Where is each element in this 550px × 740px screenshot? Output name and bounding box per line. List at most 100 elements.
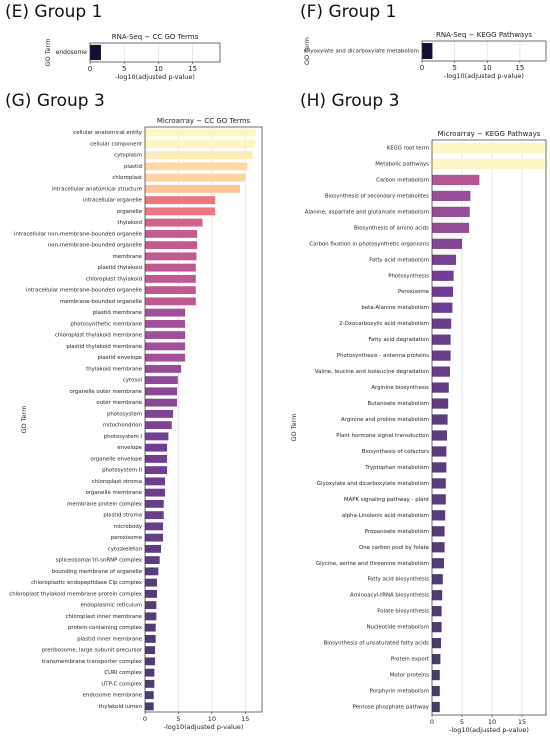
bar-h [432,302,453,313]
category-label-g: cellular anatomical entity [73,130,143,136]
bar-h [432,382,449,393]
x-tick-label-h: 5 [460,718,464,726]
bar-g [145,364,182,373]
bar-g [145,454,168,463]
bar-g [145,511,164,520]
bar-g [145,151,253,160]
bar-g [145,207,216,216]
bar-h [432,669,440,681]
category-label-g: photosystem [107,411,142,417]
x-tick-label-f: 5 [452,64,456,72]
category-label-h: alpha-Linolenic acid metabolism [342,513,429,519]
bar-h [432,222,470,233]
category-label-h: Carbon fixation in photosynthetic organi… [309,241,429,247]
bar-g [145,263,196,272]
category-label-g: cellular component [90,141,142,147]
category-label-h: Tryptophan metabolism [364,465,429,471]
category-label-g: thylakoid membrane [86,366,143,372]
category-label-h: Butanoate metabolism [368,401,429,407]
x-axis-label-f: -log10(adjusted p-value) [444,72,524,80]
bar-g [145,252,197,261]
category-label-g: photosystem I [104,434,143,440]
bar-g [145,623,156,632]
bar-e [90,44,101,61]
chart-title-e: RNA-Seq − CC GO Terms [112,33,199,41]
bar-g [145,477,166,486]
bar-g [145,319,186,328]
category-label-h: 2-Oxocarboxylic acid metabolism [339,321,429,327]
bar-g [145,679,155,688]
category-label-g: organelle [117,209,143,215]
category-label-h: Motor proteins [390,673,429,679]
category-label-h: Glycine, serine and threonine metabolism [316,561,429,567]
category-label-g: intracellular anatomical structure [52,186,143,192]
bar-g [145,286,196,295]
bar-h [432,286,453,297]
panel-label-g: (G) Group 3 [5,91,105,111]
category-label-g: cytoskeleton [108,546,142,552]
category-label-g: chloroplast stroma [92,479,142,485]
category-label-g: mitochondrion [103,423,142,429]
x-tick-label-e: 15 [188,65,197,73]
x-tick-label-g: 5 [176,715,180,723]
category-label-g: envelope [117,445,142,451]
category-label-g: membrane [113,254,143,260]
category-label-g: organelle outer membrane [70,389,143,395]
category-label-g: spliceosomal tri-snRNP complex [56,558,143,564]
y-axis-label-g: GO Term [20,406,28,434]
bar-h [432,158,545,170]
bar-h [432,254,456,265]
category-label-g: transmembrane transporter complex [42,659,143,665]
category-label-h: Biosynthesis of amino acids [354,225,429,231]
x-axis-label-h: -log10(adjusted p-value) [449,726,529,734]
bar-h [432,318,452,329]
bar-h [432,334,451,345]
x-tick-label-h: 15 [518,718,526,726]
category-label-h: beta-Alanine metabolism [361,305,429,311]
bar-h [432,366,450,377]
category-label-g: protein-containing complex [68,625,143,631]
category-label-g: chloroplast inner membrane [65,614,142,620]
category-label-h: Arginine and proline metabolism [341,417,429,423]
category-label-g: plastid membrane [93,310,143,316]
bar-g [145,578,158,587]
category-label-g: plastid thylakoid membrane [66,344,142,350]
category-label-g: photosystem II [102,468,142,474]
bar-g [145,567,159,576]
category-label-h: Protein export [391,657,429,663]
category-label-g: chloroplast thylakoid [86,276,142,282]
category-label-g: bounding membrane of organelle [52,569,143,575]
bar-h [432,478,446,489]
y-axis-label-f: GO Term [303,37,311,65]
x-axis-label-g: -log10(adjusted p-value) [164,723,244,731]
category-label-g: intracellular organelle [83,198,143,204]
x-tick-label-f: 0 [420,64,424,72]
bar-g [145,488,166,497]
bar-g [145,691,154,700]
category-label-h: Metabolic pathways [375,161,429,167]
bar-g [145,432,169,441]
bar-h [432,398,449,409]
category-label-g: thylakoid lumen [99,704,142,710]
x-tick-label-h: 10 [488,718,496,726]
bar-g [145,443,168,452]
category-label-h: Photosynthesis [388,273,429,279]
category-label-g: organelle envelope [90,456,142,462]
chart-title-f: RNA-Seq − KEGG Pathways [436,31,532,39]
category-label-h: Porphyrin metabolism [370,689,429,695]
category-label-g: intracellular non-membrane-bounded organ… [14,231,143,237]
bar-h [432,701,440,713]
category-label-g: plastid stroma [103,513,142,519]
bar-g [145,589,158,598]
category-label-g: cytoplasm [114,153,142,159]
category-label-g: endoplasmic reticulum [81,603,142,609]
category-label-g: chloroplast thylakoid membrane protein c… [9,591,143,597]
category-label-h: Biosynthesis of secondary metabolites [325,193,429,199]
category-label-h: Aminoacyl-tRNA biosynthesis [350,593,429,599]
panel-label-f: (F) Group 1 [300,2,397,22]
bar-h [432,638,441,649]
bar-h [432,526,445,537]
category-label-g: cytosol [123,378,142,384]
category-label-g: peroxisome [111,535,143,541]
